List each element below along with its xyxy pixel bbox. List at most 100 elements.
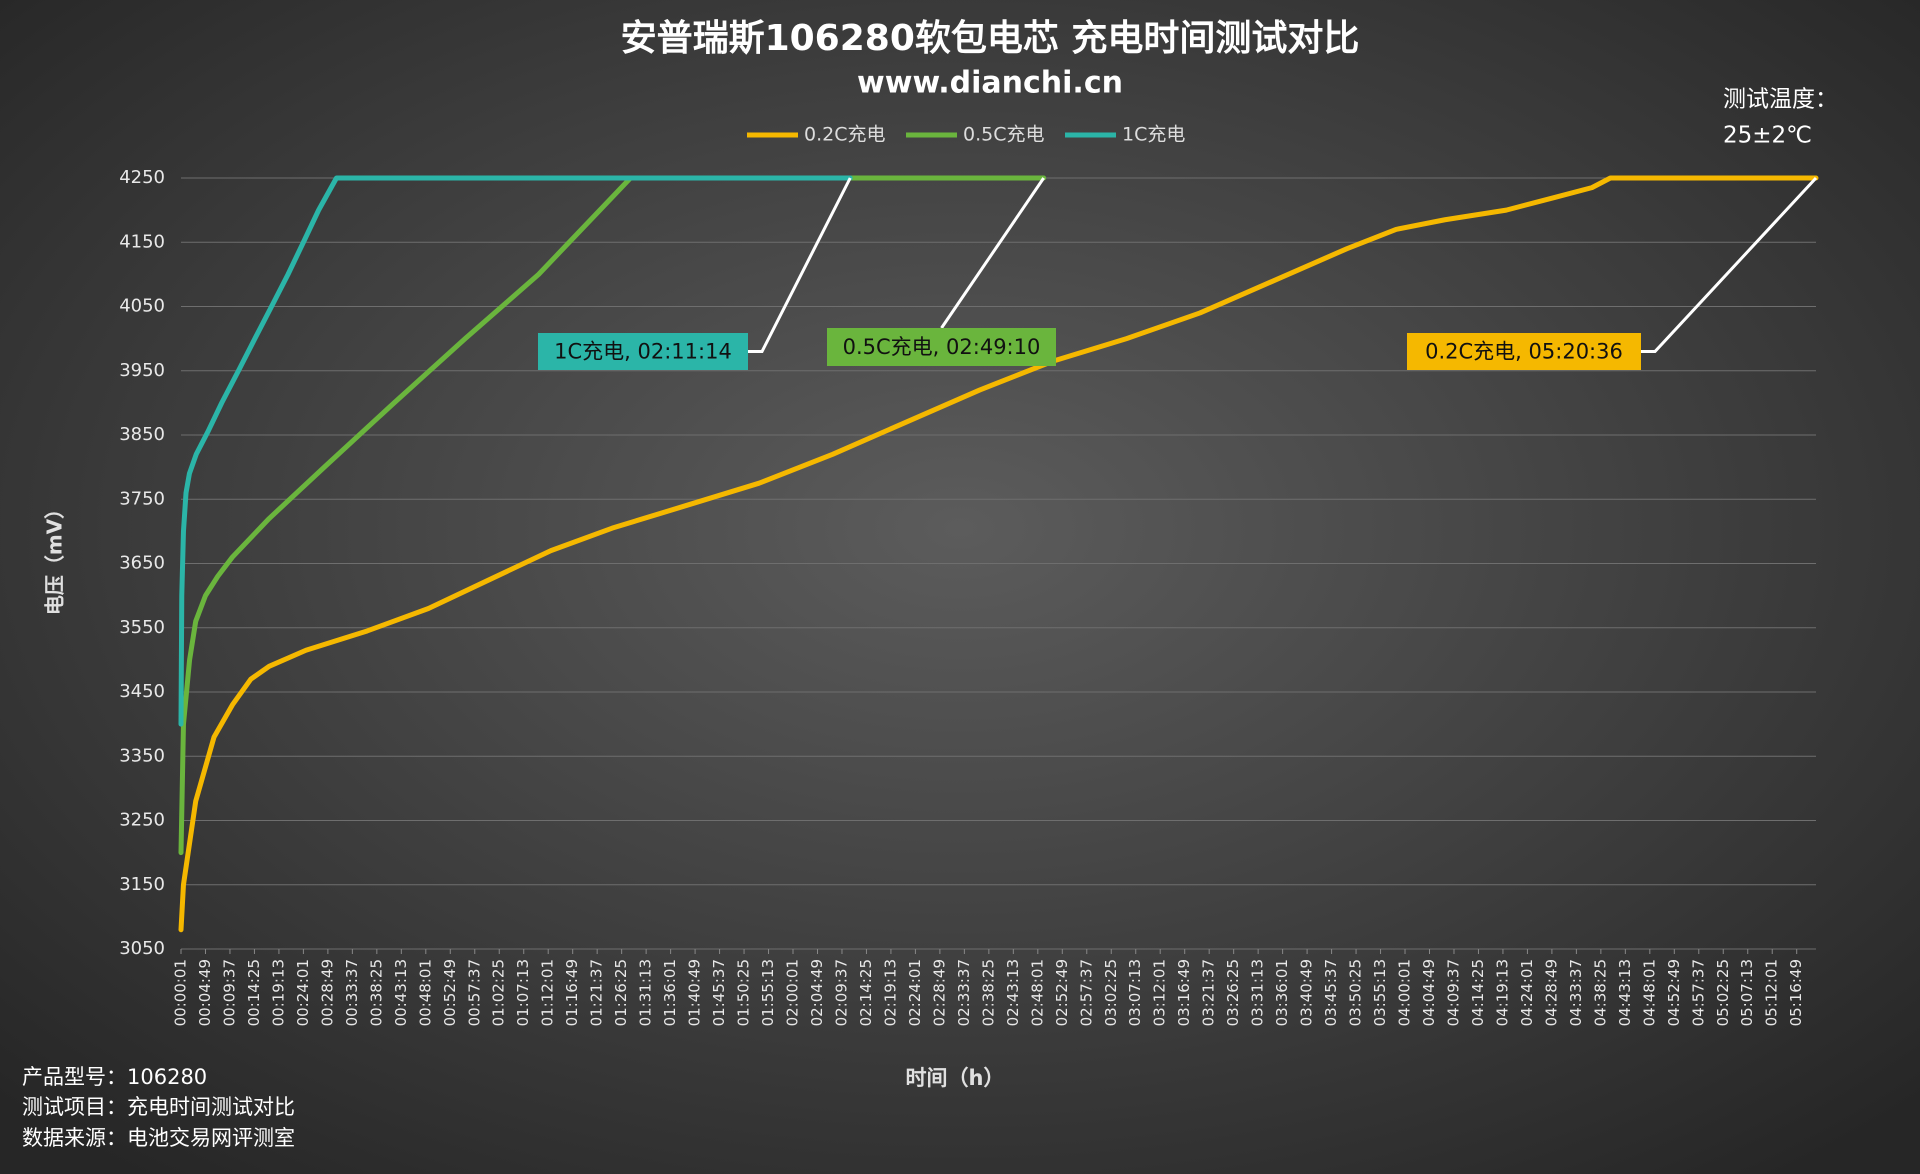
x-tick-label: 01:55:13 [759,959,777,1026]
x-tick-label: 04:09:37 [1444,959,1462,1026]
y-axis-label: 电压（mV） [43,499,67,615]
legend-label: 0.5C充电 [963,124,1044,146]
y-tick-label: 4050 [119,296,165,317]
x-tick-label: 04:19:13 [1493,959,1511,1026]
x-tick-label: 00:28:49 [318,959,336,1026]
x-tick-label: 04:33:37 [1567,959,1585,1026]
x-tick-label: 01:21:37 [588,959,606,1026]
x-tick-label: 01:12:01 [539,959,557,1026]
legend-label: 0.2C充电 [804,124,885,146]
y-tick-label: 3250 [119,810,165,831]
x-tick-label: 01:07:13 [514,959,532,1026]
x-tick-label: 02:14:25 [857,959,875,1026]
x-tick-label: 04:14:25 [1469,959,1487,1026]
x-tick-label: 00:48:01 [416,959,434,1026]
callout-label: 1C充电, 02:11:14 [554,340,732,364]
chart-subtitle: www.dianchi.cn [857,66,1123,101]
y-tick-label: 4150 [119,231,165,252]
x-tick-label: 02:24:01 [906,959,924,1026]
y-tick-label: 3150 [119,874,165,895]
x-tick-label: 05:16:49 [1787,959,1805,1026]
x-tick-label: 00:43:13 [392,959,410,1026]
x-tick-label: 02:19:13 [881,959,899,1026]
x-tick-label: 04:28:49 [1542,959,1560,1026]
x-tick-label: 00:38:25 [367,959,385,1026]
x-tick-label: 03:02:25 [1102,959,1120,1026]
x-tick-label: 02:09:37 [832,959,850,1026]
x-tick-label: 02:00:01 [784,959,802,1026]
x-tick-label: 03:21:37 [1200,959,1218,1026]
callout-label: 0.2C充电, 05:20:36 [1425,340,1623,364]
chart-title: 安普瑞斯106280软包电芯 充电时间测试对比 [621,18,1360,59]
callout-box [1407,333,1641,370]
series-line [178,175,1819,933]
x-tick-label: 02:04:49 [808,959,826,1026]
x-tick-label: 03:07:13 [1126,959,1144,1026]
x-tick-label: 00:00:01 [172,959,190,1026]
legend-label: 1C充电 [1122,124,1185,146]
x-tick-label: 03:12:01 [1151,959,1169,1026]
x-axis-label: 时间（h） [906,1066,1005,1090]
x-tick-label: 02:33:37 [955,959,973,1026]
callout-label: 0.5C充电, 02:49:10 [843,335,1041,359]
x-tick-label: 00:57:37 [465,959,483,1026]
x-tick-label: 01:50:25 [735,959,753,1026]
x-tick-label: 02:43:13 [1004,959,1022,1026]
x-tick-label: 03:55:13 [1371,959,1389,1026]
temperature-value: 25±2℃ [1723,123,1812,149]
y-tick-label: 3050 [119,938,165,959]
x-tick-label: 01:31:13 [637,959,655,1026]
footer-text: 产品型号：106280 [22,1065,207,1089]
y-tick-label: 4250 [119,167,165,188]
x-tick-label: 05:07:13 [1738,959,1756,1026]
x-tick-label: 04:52:49 [1665,959,1683,1026]
x-tick-label: 04:48:01 [1640,959,1658,1026]
y-tick-label: 3350 [119,745,165,766]
x-tick-label: 00:19:13 [269,959,287,1026]
x-tick-label: 04:24:01 [1518,959,1536,1026]
series-line [178,175,853,727]
footer-text: 数据来源：电池交易网评测室 [22,1126,295,1150]
y-tick-label: 3450 [119,681,165,702]
x-tick-label: 04:43:13 [1616,959,1634,1026]
x-tick-label: 04:38:25 [1591,959,1609,1026]
x-tick-label: 03:40:49 [1298,959,1316,1026]
x-tick-label: 03:45:37 [1322,959,1340,1026]
callout-leader [748,177,852,353]
x-tick-label: 05:12:01 [1763,959,1781,1026]
x-tick-label: 01:16:49 [563,959,581,1026]
x-tick-label: 04:00:01 [1396,959,1414,1026]
callout-leader [940,177,1045,329]
x-tick-label: 03:31:13 [1249,959,1267,1026]
y-tick-label: 3950 [119,360,165,381]
x-tick-label: 00:09:37 [220,959,238,1026]
x-tick-label: 02:52:49 [1053,959,1071,1026]
x-tick-label: 02:28:49 [930,959,948,1026]
x-tick-label: 01:36:01 [661,959,679,1026]
y-tick-label: 3750 [119,488,165,509]
y-tick-label: 3850 [119,424,165,445]
temperature-label: 测试温度： [1723,87,1838,113]
x-tick-label: 03:36:01 [1273,959,1291,1026]
x-tick-label: 02:57:37 [1077,959,1095,1026]
x-tick-label: 00:52:49 [441,959,459,1026]
x-tick-label: 02:38:25 [979,959,997,1026]
x-tick-label: 02:48:01 [1028,959,1046,1026]
callout-box [538,333,748,370]
callout-box [827,328,1056,366]
x-tick-label: 00:04:49 [196,959,214,1026]
x-tick-label: 01:26:25 [612,959,630,1026]
x-tick-label: 01:45:37 [710,959,728,1026]
x-tick-label: 04:57:37 [1689,959,1707,1026]
x-tick-label: 04:04:49 [1420,959,1438,1026]
y-tick-label: 3650 [119,553,165,574]
x-tick-label: 00:14:25 [245,959,263,1026]
x-tick-label: 00:24:01 [294,959,312,1026]
footer-text: 测试项目：充电时间测试对比 [22,1095,295,1119]
x-tick-label: 01:02:25 [490,959,508,1026]
callout-leader [1641,176,1818,353]
x-tick-label: 05:02:25 [1714,959,1732,1026]
